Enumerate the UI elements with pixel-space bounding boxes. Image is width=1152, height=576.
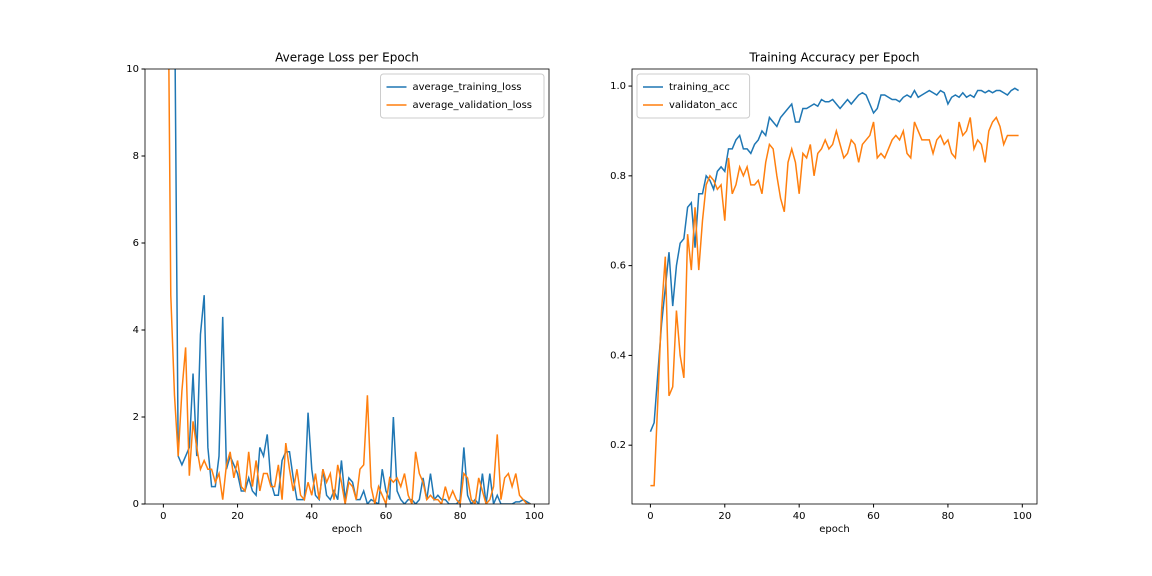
legend-frame	[636, 73, 751, 119]
x-tick-label: 60	[867, 511, 880, 522]
legend-label: average_training_loss	[413, 82, 522, 93]
legend-label: average_validation_loss	[413, 100, 533, 111]
y-tick-label: 0.6	[610, 261, 626, 272]
x-tick-label: 20	[231, 511, 244, 522]
x-tick-label: 100	[525, 511, 544, 522]
x-tick-label: 0	[160, 511, 166, 522]
legend: training_acc validaton_acc	[636, 73, 751, 119]
x-tick-label: 60	[380, 511, 393, 522]
y-tick-label: 2	[133, 412, 139, 423]
axes-frame	[144, 68, 550, 505]
data-line	[650, 116, 1019, 487]
y-tick-label: 0	[133, 499, 139, 510]
data-line	[168, 69, 531, 504]
x-axis-label: epoch	[819, 524, 849, 535]
y-tick-label: 10	[126, 64, 139, 75]
legend-frame	[380, 73, 545, 119]
y-tick-label: 0.8	[610, 171, 626, 182]
y-tick-label: 6	[133, 238, 139, 249]
chart-title: Training Accuracy per Epoch	[748, 51, 919, 65]
chart: Training Accuracy per Epoch epoch 0 20 40 60 8…	[610, 51, 1038, 535]
x-tick-label: 80	[454, 511, 467, 522]
y-tick-label: 0.2	[610, 440, 626, 451]
x-tick-label: 20	[718, 511, 731, 522]
x-axis-label: epoch	[332, 524, 362, 535]
axes-frame	[631, 68, 1038, 505]
x-tick-label: 100	[1013, 511, 1032, 522]
y-tick-label: 4	[133, 325, 139, 336]
chart-title: Average Loss per Epoch	[275, 51, 419, 65]
legend: average_training_loss average_validation_…	[380, 73, 545, 119]
legend-label: validaton_acc	[669, 100, 738, 111]
legend-label: training_acc	[669, 82, 730, 93]
y-tick-label: 0.4	[610, 350, 626, 361]
x-tick-label: 40	[305, 511, 318, 522]
data-line	[649, 87, 1019, 433]
y-tick-label: 1.0	[610, 81, 626, 92]
x-tick-label: 0	[647, 511, 653, 522]
y-tick-label: 8	[133, 151, 139, 162]
x-tick-label: 40	[793, 511, 806, 522]
x-tick-label: 80	[942, 511, 955, 522]
chart: Average Loss per Epoch epoch 0 20 40 60 80 100 0…	[126, 51, 550, 535]
